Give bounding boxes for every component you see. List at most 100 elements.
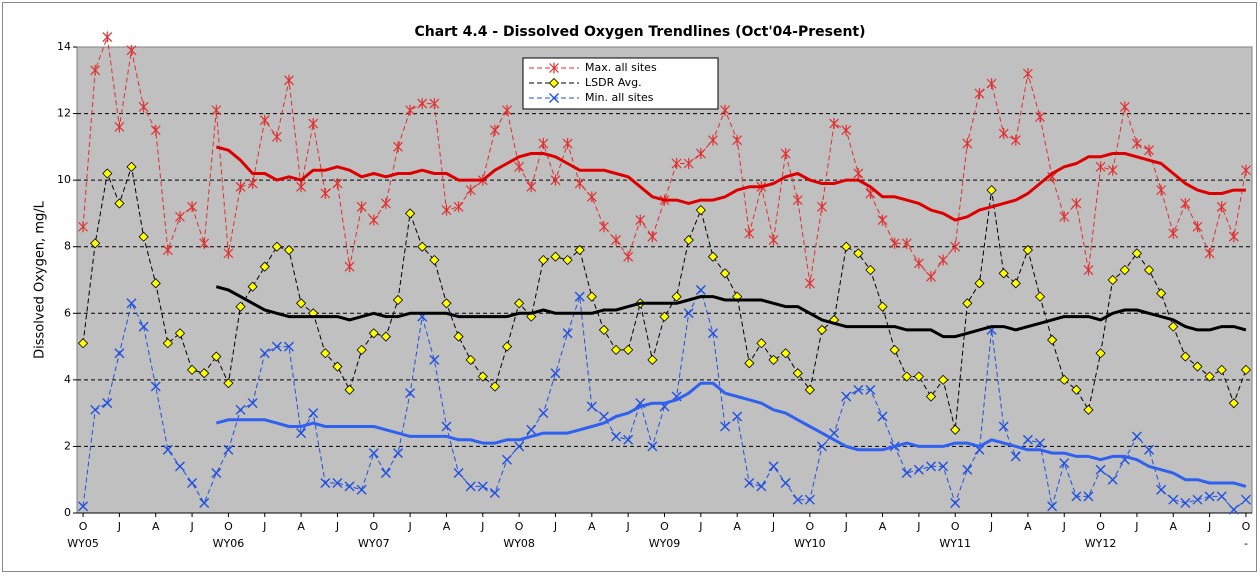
marker-diamond <box>489 381 500 392</box>
marker-x <box>950 498 961 509</box>
marker-star <box>526 181 537 193</box>
marker-star <box>247 177 258 189</box>
marker-star <box>296 181 307 193</box>
marker-x <box>913 464 924 475</box>
y-tick-label: 14 <box>57 40 71 53</box>
x-group-label: WY05 <box>67 537 99 550</box>
marker-x <box>1240 494 1251 505</box>
marker-diamond <box>1180 351 1191 362</box>
marker-star <box>1156 184 1167 196</box>
marker-diamond <box>235 301 246 312</box>
marker-x <box>174 461 185 472</box>
marker-diamond <box>392 294 404 306</box>
marker-diamond <box>671 291 682 302</box>
x-group-label: WY12 <box>1085 537 1117 550</box>
x-tick-label: J <box>1134 520 1138 533</box>
marker-star <box>284 74 294 86</box>
marker-star <box>368 214 379 226</box>
x-tick-label: O <box>515 520 524 533</box>
marker-x <box>162 444 173 455</box>
x-tick-label: J <box>189 520 193 533</box>
marker-diamond <box>332 361 343 372</box>
marker-diamond <box>344 384 355 395</box>
marker-x <box>405 388 416 399</box>
marker-x <box>756 481 767 492</box>
marker-diamond <box>1095 348 1106 359</box>
marker-star <box>1228 231 1239 243</box>
series <box>215 381 1247 488</box>
marker-star <box>647 231 658 243</box>
marker-x <box>853 384 864 395</box>
marker-star <box>393 141 403 153</box>
marker-star <box>913 257 924 269</box>
marker-diamond <box>1240 364 1252 375</box>
marker-star <box>150 124 161 136</box>
marker-star <box>1204 247 1215 259</box>
marker-x <box>514 441 525 452</box>
marker-star <box>974 88 985 100</box>
trend-line <box>215 381 1247 488</box>
x-tick-label: J <box>553 520 557 533</box>
y-tick-label: 8 <box>64 240 71 253</box>
marker-x <box>744 478 755 489</box>
x-group-label: WY06 <box>213 537 245 550</box>
marker-diamond <box>562 254 573 266</box>
x-tick-label: A <box>297 520 305 533</box>
x-tick-label: O <box>951 520 960 533</box>
marker-x <box>78 501 89 512</box>
x-tick-label: J <box>771 520 775 533</box>
marker-star <box>623 251 634 263</box>
marker-star <box>175 211 185 223</box>
marker-diamond <box>1107 274 1118 286</box>
marker-x <box>271 341 282 352</box>
marker-x <box>1107 474 1118 485</box>
marker-star <box>889 237 900 249</box>
marker-star <box>199 237 210 249</box>
marker-diamond <box>150 278 161 289</box>
marker-star <box>1216 201 1227 213</box>
marker-star <box>320 187 331 199</box>
x-tick-label: A <box>443 520 451 533</box>
marker-star <box>829 118 840 130</box>
marker-star <box>78 221 88 233</box>
marker-x <box>502 454 513 465</box>
marker-diamond <box>720 268 731 279</box>
x-group-label: WY07 <box>358 537 390 550</box>
marker-star <box>1059 211 1070 223</box>
marker-star <box>683 158 694 169</box>
marker-x <box>611 431 622 442</box>
marker-star <box>1083 264 1094 276</box>
marker-star <box>998 128 1009 140</box>
y-tick-label: 2 <box>64 439 71 452</box>
marker-star <box>708 134 718 146</box>
marker-diamond <box>913 371 924 382</box>
marker-star <box>635 214 646 226</box>
marker-diamond <box>162 338 173 349</box>
x-tick-label: J <box>844 520 848 533</box>
marker-x <box>695 284 706 295</box>
marker-diamond <box>405 208 416 219</box>
marker-diamond <box>998 268 1009 279</box>
marker-x <box>647 441 658 452</box>
marker-star <box>126 44 137 56</box>
marker-diamond <box>695 205 706 216</box>
x-tick-label: J <box>407 520 411 533</box>
marker-x <box>586 401 597 412</box>
marker-diamond <box>841 241 852 252</box>
marker-diamond <box>453 331 464 342</box>
marker-x <box>1095 464 1106 475</box>
legend-marker <box>548 77 560 89</box>
marker-x <box>296 428 307 439</box>
y-tick-label: 10 <box>57 173 71 186</box>
marker-diamond <box>1071 384 1082 395</box>
marker-diamond <box>417 241 428 252</box>
marker-star <box>405 104 416 116</box>
marker-x <box>562 328 573 339</box>
marker-diamond <box>1168 321 1179 332</box>
marker-x <box>926 461 936 472</box>
x-tick-label: J <box>698 520 702 533</box>
marker-star <box>550 174 561 186</box>
marker-diamond <box>1022 244 1033 256</box>
marker-star <box>441 204 452 216</box>
